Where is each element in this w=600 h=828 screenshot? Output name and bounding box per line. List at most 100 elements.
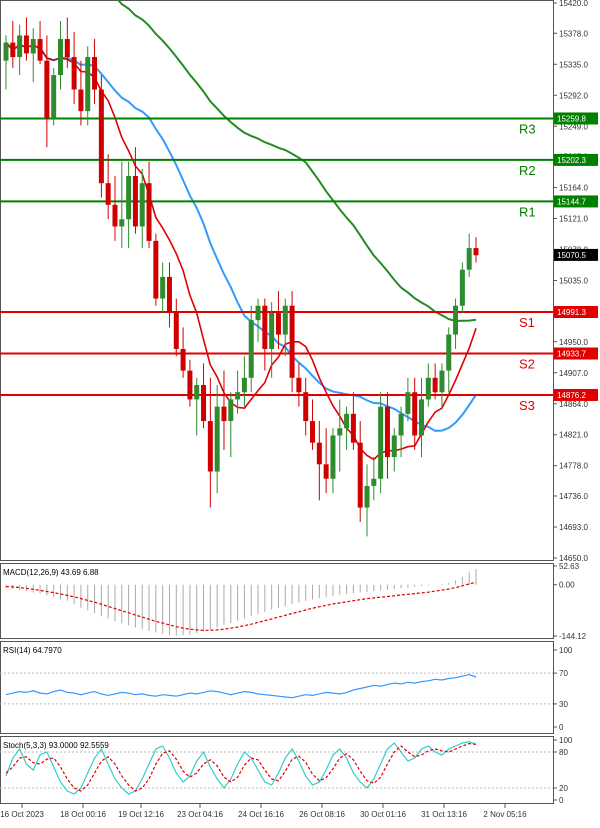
candle-body (166, 276, 172, 313)
candle-body (153, 240, 159, 299)
candle-body (64, 39, 70, 58)
level-price-label: 14933.7 (557, 350, 586, 359)
candle-body (85, 57, 91, 112)
candle-body (207, 421, 213, 472)
current-price-tag (554, 248, 598, 261)
stoch-title: Stoch(5,3,3) 93.0000 92.5559 (3, 741, 109, 750)
time-tick-label: 31 Oct 13:16 (421, 810, 467, 819)
candle-body (310, 421, 316, 443)
panel-tick-label: 100 (559, 646, 573, 655)
candle-body (459, 269, 465, 306)
medium-moving-average-line (5, 41, 477, 432)
candle-body (51, 75, 57, 119)
candle-body (330, 435, 336, 479)
price-tick-label: 14736.0 (559, 492, 588, 501)
candle-body (357, 442, 363, 508)
level-price-tag (554, 112, 598, 125)
candle-body (350, 413, 356, 443)
candle-body (439, 370, 445, 393)
level-name-s3: S3 (519, 398, 535, 413)
panel-tick-label: 20 (559, 784, 568, 793)
candle-body (132, 175, 138, 227)
price-tick-label: 15335.0 (559, 60, 588, 69)
panel-tick-label: 100 (559, 736, 573, 745)
candle-body (194, 385, 200, 400)
level-price-tag (554, 195, 598, 208)
current-price-label: 15070.5 (557, 251, 586, 260)
time-tick-label: 30 Oct 01:16 (360, 810, 406, 819)
candle-body (296, 377, 302, 393)
level-price-tag (554, 347, 598, 360)
macd-title: MACD(12,26,9) 43.69 6.88 (3, 568, 99, 577)
price-tick-label: 15292.0 (559, 91, 588, 100)
candle-body (187, 370, 193, 400)
candle-body (228, 399, 234, 422)
time-tick-label: 24 Oct 16:16 (238, 810, 284, 819)
level-price-label: 15144.7 (557, 197, 586, 206)
level-price-label: 15259.8 (557, 114, 586, 123)
candle-body (269, 312, 275, 349)
macd-panel-frame (0, 563, 554, 639)
candle-body (180, 348, 186, 371)
level-price-tag (554, 305, 598, 318)
candle-body (92, 57, 98, 90)
candle-body (17, 35, 23, 58)
candle-body (364, 485, 370, 508)
price-tick-label: 14693.0 (559, 523, 588, 532)
candle-body (384, 406, 390, 458)
fast-moving-average-line (5, 42, 477, 461)
level-price-tag (554, 388, 598, 401)
price-tick-label: 14907.0 (559, 369, 588, 378)
candle-body (425, 377, 431, 400)
candle-body (398, 413, 404, 436)
price-tick-label: 14778.0 (559, 462, 588, 471)
price-tick-label: 15420.0 (559, 0, 588, 8)
candle-body (303, 392, 309, 422)
candle-body (139, 183, 145, 227)
macd-panel: 52.63 0.00 -144.12 (5, 562, 587, 641)
candle-body (391, 435, 397, 458)
candle-body (3, 42, 9, 61)
candle-body (446, 334, 452, 371)
price-tick-label: 14650.0 (559, 554, 588, 563)
indicator-line (5, 741, 477, 795)
stochastic-panel: 100 80 20 0 (0, 736, 573, 805)
candle-body (30, 39, 36, 54)
price-tick-label: 15249.0 (559, 122, 588, 131)
panel-tick-label: 0 (559, 796, 564, 805)
candle-body (105, 183, 111, 205)
candle-body (146, 183, 152, 241)
indicator-line (5, 581, 477, 631)
time-tick-label: 19 Oct 12:16 (118, 810, 164, 819)
level-name-s2: S2 (519, 357, 535, 372)
candle-body (78, 89, 84, 112)
level-name-r3: R3 (519, 121, 536, 136)
candle-body (344, 413, 350, 429)
panel-tick-label: 80 (559, 748, 568, 757)
candle-body (57, 39, 63, 76)
rsi-panel-frame (0, 641, 554, 734)
panel-tick-label: 52.63 (559, 562, 580, 571)
rsi-panel: 100 70 30 0 (0, 646, 573, 732)
candle-body (275, 312, 281, 335)
candle-body (201, 385, 207, 422)
candle-body (37, 39, 43, 61)
candle-body (112, 204, 118, 227)
candle-body (221, 406, 227, 422)
price-tick-label: 15164.0 (559, 184, 588, 193)
price-tick-label: 15378.0 (559, 29, 588, 38)
price-panel: 15420.015378.015335.015292.015249.015207… (0, 0, 598, 563)
time-tick-label: 2 Nov 05:16 (483, 810, 527, 819)
level-price-label: 15202.3 (557, 156, 586, 165)
level-price-label: 14876.2 (557, 391, 586, 400)
candle-body (412, 392, 418, 436)
candle-body (378, 406, 384, 479)
candle-body (453, 305, 459, 335)
candle-body (44, 60, 50, 119)
candle-body (316, 442, 322, 465)
candle-body (337, 428, 343, 436)
level-price-tag (554, 153, 598, 166)
